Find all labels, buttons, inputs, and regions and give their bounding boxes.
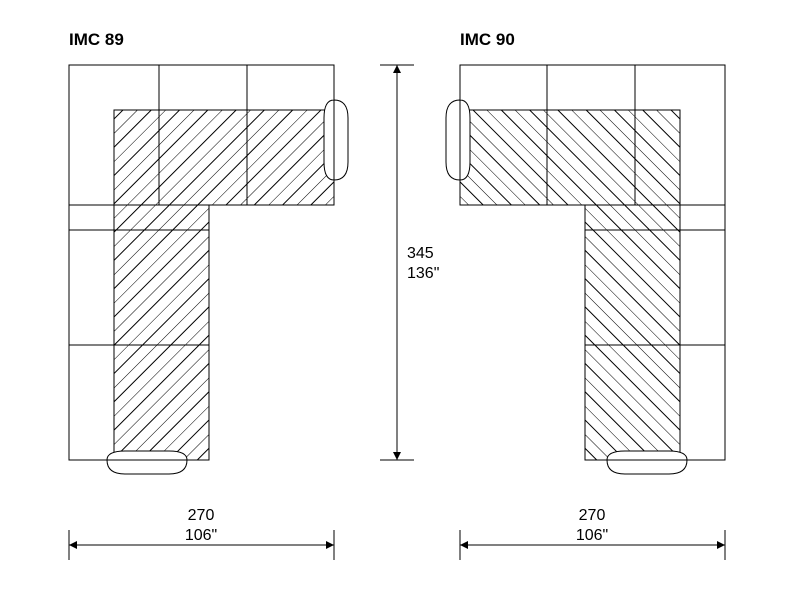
sofa-right xyxy=(446,65,725,474)
dim-width-left-in: 106" xyxy=(185,527,217,544)
drawing-page: IMC 89 IMC 90 345 136" 270 106" 270 106" xyxy=(0,0,797,598)
dim-width-right-cm: 270 xyxy=(579,507,606,524)
armrest-top xyxy=(324,100,348,180)
sofa-left xyxy=(69,65,348,474)
dim-height: 345 136" xyxy=(380,65,439,460)
seat-outer xyxy=(209,205,334,460)
drawing-svg: IMC 89 IMC 90 345 136" 270 106" 270 106" xyxy=(0,0,797,598)
dim-width-left-cm: 270 xyxy=(188,507,215,524)
dim-height-cm: 345 xyxy=(407,245,434,262)
dim-width-right: 270 106" xyxy=(460,507,725,560)
dim-width-right-in: 106" xyxy=(576,527,608,544)
dim-height-in: 136" xyxy=(407,265,439,282)
label-right: IMC 90 xyxy=(460,30,515,49)
seat-hatch xyxy=(114,110,334,460)
armrest-bottom xyxy=(107,451,187,474)
dim-width-left: 270 106" xyxy=(69,507,334,560)
label-left: IMC 89 xyxy=(69,30,124,49)
